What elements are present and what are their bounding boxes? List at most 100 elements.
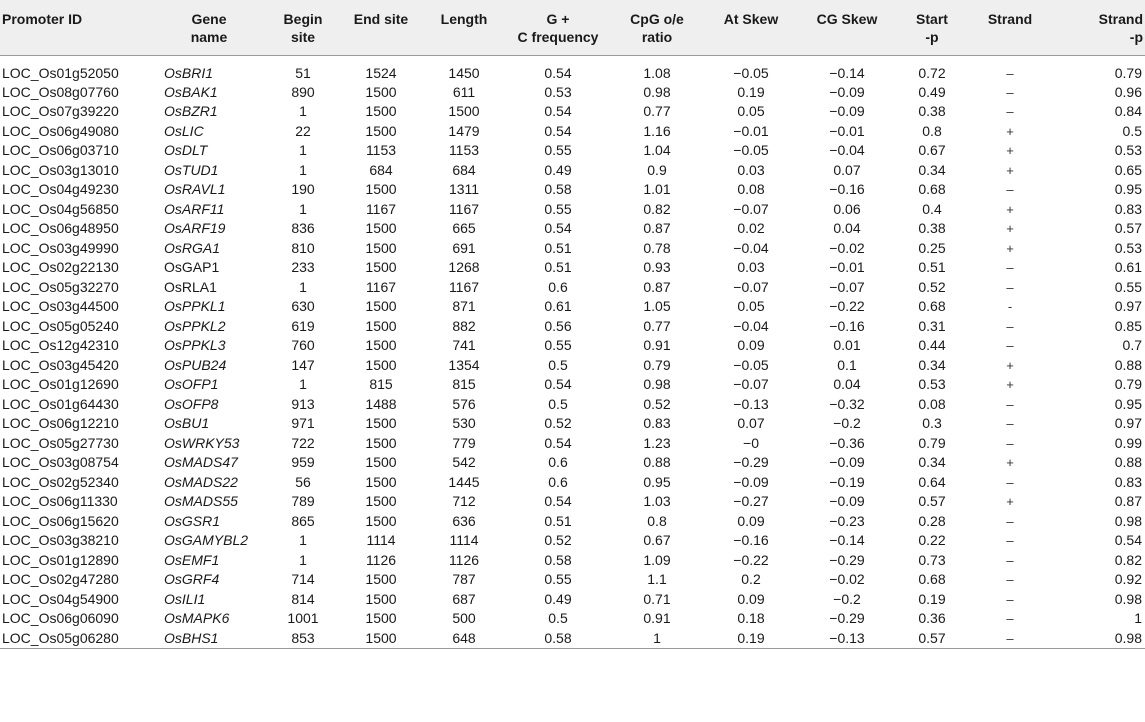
cell-gene-name: OsMADS55 xyxy=(164,493,238,510)
cell-promoter-id: LOC_Os01g64430 xyxy=(2,395,119,412)
cell-length: 787 xyxy=(452,571,476,588)
cell-strand-p: 0.53 xyxy=(1114,142,1142,159)
table-row: LOC_Os01g52050 OsBRI1 51 1524 1450 0.54 1.08 −0… xyxy=(0,55,1145,83)
cell-cg-skew: 0.04 xyxy=(833,220,861,237)
cell-strand: – xyxy=(1006,474,1014,490)
header-begin-site: Begin site xyxy=(268,0,338,56)
cell-length: 1311 xyxy=(448,181,480,198)
cell-at-skew: −0.09 xyxy=(733,473,769,490)
cell-start-p: 0.52 xyxy=(918,278,946,295)
cell-start-p: 0.68 xyxy=(918,181,946,198)
cell-strand-p: 0.79 xyxy=(1114,376,1142,393)
cell-cg-skew: −0.2 xyxy=(833,415,861,432)
cell-strand-p: 0.55 xyxy=(1114,278,1142,295)
cell-cg-skew: 0.04 xyxy=(833,376,861,393)
cell-start-p: 0.51 xyxy=(918,259,946,276)
header-line1: Gene xyxy=(191,11,227,27)
cell-start-p: 0.57 xyxy=(894,628,970,649)
cell-gc-frequency: 0.56 xyxy=(544,317,572,334)
cell-strand: – xyxy=(1006,552,1014,568)
table-row: LOC_Os04g56850 OsARF11 1 1167 1167 0.55 0.82 −0… xyxy=(0,200,1145,220)
cell-strand-p: 0.54 xyxy=(1114,532,1142,549)
header-at-skew: At Skew xyxy=(702,0,800,56)
cell-length: 1167 xyxy=(448,278,480,295)
cell-promoter-id: LOC_Os12g42310 xyxy=(2,337,119,354)
cell-promoter-id: LOC_Os02g52340 xyxy=(2,473,119,490)
table-row: LOC_Os03g38210 OsGAMYBL2 1 1114 1114 0.52 0.67… xyxy=(0,531,1145,551)
cell-begin-site: 1 xyxy=(299,200,307,217)
cell-end-site: 1500 xyxy=(365,512,397,529)
header-line1: Length xyxy=(440,11,488,27)
header-line1: Strand xyxy=(987,11,1033,27)
cell-strand: – xyxy=(1006,416,1014,432)
cell-start-p: 0.67 xyxy=(918,142,946,159)
header-line2: site xyxy=(290,29,316,45)
cell-at-skew: −0.16 xyxy=(733,532,769,549)
header-cpg-ratio: CpG o/e ratio xyxy=(612,0,702,56)
table-row: LOC_Os03g13010 OsTUD1 1 684 684 0.49 0.9 0.03 0.… xyxy=(0,161,1145,181)
table-row: LOC_Os02g47280 OsGRF4 714 1500 787 0.55 1.1 0.2… xyxy=(0,570,1145,590)
cell-promoter-id: LOC_Os03g38210 xyxy=(2,532,119,549)
cell-start-p: 0.79 xyxy=(918,434,946,451)
cell-end-site: 1500 xyxy=(365,83,397,100)
cell-strand: + xyxy=(1006,201,1014,217)
cell-begin-site: 1 xyxy=(299,532,307,549)
cell-gc-frequency: 0.54 xyxy=(544,376,572,393)
cell-begin-site: 1 xyxy=(299,142,307,159)
cell-cpg-ratio: 0.78 xyxy=(643,239,671,256)
cell-gene-name: OsGAP1 xyxy=(164,259,220,276)
cell-gc-frequency: 0.5 xyxy=(548,395,568,412)
cell-end-site: 1500 xyxy=(365,122,397,139)
cell-cg-skew: −0.02 xyxy=(829,239,865,256)
table-row: LOC_Os04g49230 OsRAVL1 190 1500 1311 0.58 1.01… xyxy=(0,180,1145,200)
header-line1: End site xyxy=(353,11,409,27)
cell-gc-frequency: 0.55 xyxy=(544,571,572,588)
cell-begin-site: 22 xyxy=(295,122,311,139)
cell-begin-site: 971 xyxy=(291,415,315,432)
cell-cpg-ratio: 1.08 xyxy=(643,64,671,81)
cell-start-p: 0.19 xyxy=(918,590,946,607)
cell-at-skew: 0.2 xyxy=(741,571,761,588)
cell-promoter-id: LOC_Os03g45420 xyxy=(2,356,119,373)
table-row: LOC_Os12g42310 OsPPKL3 760 1500 741 0.55 0.91 0… xyxy=(0,336,1145,356)
cell-start-p: 0.53 xyxy=(918,376,946,393)
cell-strand: + xyxy=(1006,494,1014,510)
cell-start-p: 0.8 xyxy=(922,122,942,139)
cell-strand-p: 0.95 xyxy=(1114,395,1142,412)
cell-strand: – xyxy=(1006,435,1014,451)
cell-cpg-ratio: 0.9 xyxy=(647,161,667,178)
cell-end-site: 1114 xyxy=(366,532,396,549)
cell-length: 687 xyxy=(452,590,476,607)
cell-at-skew: −0 xyxy=(743,434,759,451)
promoter-table: Promoter ID Gene name Begin site End site Leng… xyxy=(0,0,1145,649)
cell-begin-site: 959 xyxy=(291,454,315,471)
cell-length: 1153 xyxy=(448,142,480,159)
table-header: Promoter ID Gene name Begin site End site Leng… xyxy=(0,0,1145,56)
cell-at-skew: −0.07 xyxy=(733,278,769,295)
cell-start-p: 0.44 xyxy=(918,337,946,354)
cell-length: 779 xyxy=(452,434,476,451)
cell-gc-frequency: 0.55 xyxy=(544,337,572,354)
cell-promoter-id: LOC_Os05g05240 xyxy=(2,317,119,334)
cell-strand: – xyxy=(970,628,1050,649)
header-end-site: End site xyxy=(338,0,424,56)
cell-length: 1500 xyxy=(448,103,480,120)
table-row: LOC_Os08g07760 OsBAK1 890 1500 611 0.53 0.98 0.… xyxy=(0,83,1145,103)
cell-start-p: 0.22 xyxy=(918,532,946,549)
cell-length: 1114 xyxy=(449,532,479,549)
header-gene-name: Gene name xyxy=(150,0,268,56)
cell-at-skew: 0.05 xyxy=(737,298,765,315)
cell-end-site: 1500 xyxy=(365,181,397,198)
table-row: LOC_Os02g52340 OsMADS22 56 1500 1445 0.6 0.95 −… xyxy=(0,473,1145,493)
cell-cg-skew: −0.32 xyxy=(829,395,865,412)
cell-cg-skew: −0.07 xyxy=(829,278,865,295)
cell-gc-frequency: 0.49 xyxy=(544,161,572,178)
cell-length: 530 xyxy=(452,415,476,432)
cell-strand: – xyxy=(1006,572,1014,588)
cell-cpg-ratio: 1.16 xyxy=(643,122,671,139)
header-gc-frequency: G + C frequency xyxy=(504,0,612,56)
header-strand: Strand xyxy=(970,0,1050,56)
cell-gc-frequency: 0.6 xyxy=(548,278,568,295)
cell-length: 611 xyxy=(452,83,476,100)
cell-end-site: 1500 xyxy=(365,317,397,334)
